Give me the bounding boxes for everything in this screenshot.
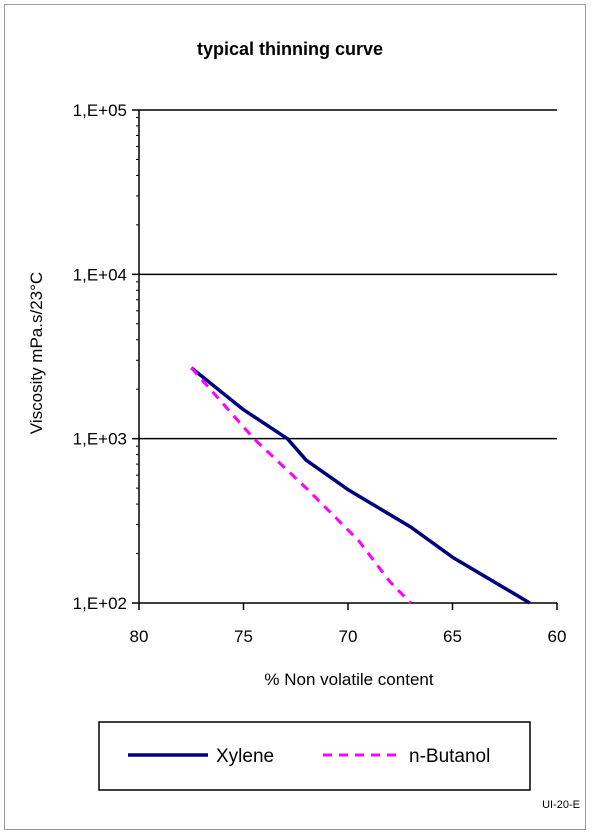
series-line-xylene xyxy=(190,366,531,605)
y-axis-label: Viscosity mPa.s/23°C xyxy=(27,272,46,434)
y-major-ticks xyxy=(132,109,139,604)
x-tick-label-3: 65 xyxy=(443,627,462,646)
x-tick-labels: 80 75 70 65 60 xyxy=(130,627,567,646)
y-tick-label-3: 1,E+05 xyxy=(73,101,127,120)
x-ticks xyxy=(138,603,558,610)
y-minor-ticks xyxy=(136,117,139,555)
y-tick-label-1: 1,E+03 xyxy=(73,430,127,449)
y-tick-label-2: 1,E+04 xyxy=(73,265,127,284)
chart-frame xyxy=(4,4,586,830)
series-line-n-butanol xyxy=(190,366,412,605)
x-tick-label-1: 75 xyxy=(234,627,253,646)
series-lines xyxy=(190,366,531,605)
x-tick-label-4: 60 xyxy=(548,627,567,646)
legend-label-xylene: Xylene xyxy=(216,746,274,767)
legend-label-n-butanol: n-Butanol xyxy=(409,746,490,767)
y-tick-labels: 1,E+02 1,E+03 1,E+04 1,E+05 xyxy=(73,101,127,613)
chart-title: typical thinning curve xyxy=(197,39,383,59)
y-tick-label-0: 1,E+02 xyxy=(73,594,127,613)
legend: Xylene n-Butanol xyxy=(98,721,531,791)
footer-code: UI-20-E xyxy=(542,799,580,811)
x-tick-label-0: 80 xyxy=(130,627,149,646)
x-tick-label-2: 70 xyxy=(339,627,358,646)
gridlines xyxy=(139,109,557,440)
x-axis-label: % Non volatile content xyxy=(264,670,433,689)
